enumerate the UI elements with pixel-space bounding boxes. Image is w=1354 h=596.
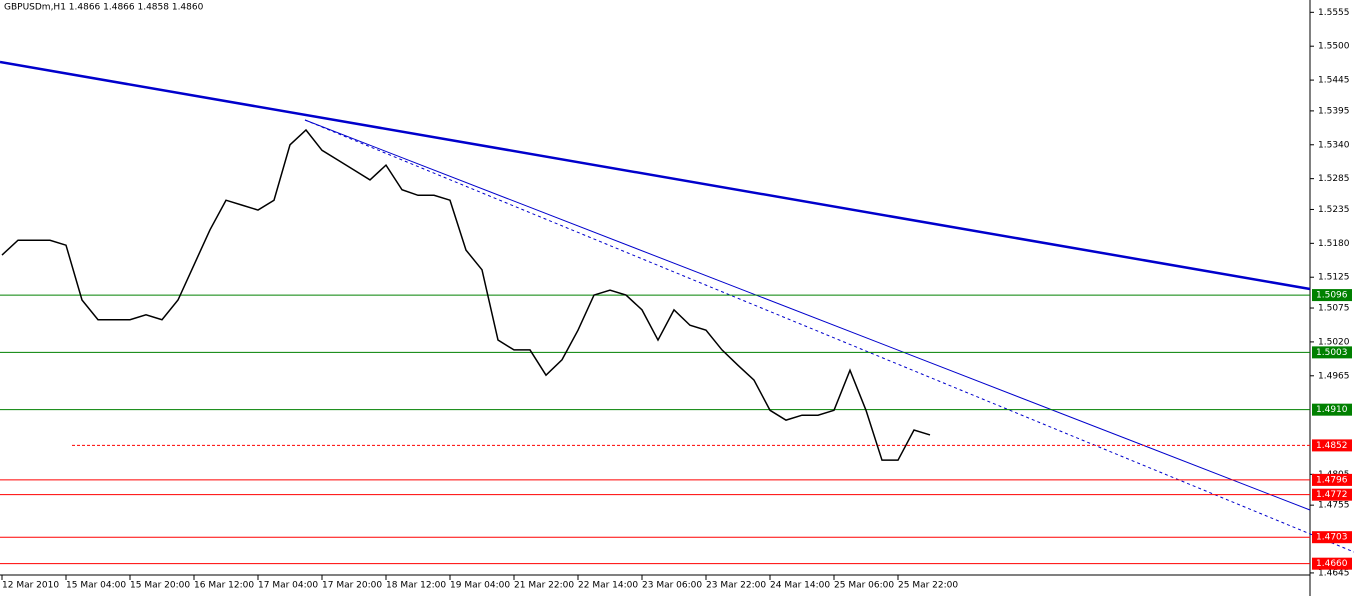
level-label: 1.4772 bbox=[1316, 490, 1348, 500]
x-tick-label: 15 Mar 20:00 bbox=[130, 581, 190, 591]
y-tick-label: 1.5395 bbox=[1318, 106, 1350, 116]
price-line bbox=[1, 128, 931, 461]
y-tick-label: 1.4965 bbox=[1318, 371, 1350, 381]
level-label: 1.5096 bbox=[1316, 291, 1348, 301]
y-tick-label: 1.5235 bbox=[1318, 205, 1350, 215]
level-label: 1.4796 bbox=[1316, 475, 1348, 485]
x-tick-label: 23 Mar 22:00 bbox=[706, 581, 766, 591]
level-label-box bbox=[1312, 557, 1352, 570]
y-tick-label: 1.5445 bbox=[1318, 76, 1350, 86]
y-tick-label: 1.4755 bbox=[1318, 501, 1350, 511]
x-tick-label: 17 Mar 04:00 bbox=[258, 581, 318, 591]
y-tick-label: 1.5075 bbox=[1318, 304, 1350, 314]
x-tick-label: 18 Mar 12:00 bbox=[386, 581, 446, 591]
level-label-box bbox=[1312, 488, 1352, 501]
y-tick-label: 1.5180 bbox=[1318, 239, 1350, 249]
y-tick-label: 1.4645 bbox=[1318, 568, 1350, 578]
level-label-box bbox=[1312, 531, 1352, 544]
x-tick-label: 25 Mar 06:00 bbox=[834, 581, 894, 591]
y-tick-label: 1.5285 bbox=[1318, 174, 1350, 184]
level-label: 1.5003 bbox=[1316, 348, 1348, 358]
x-tick-label: 16 Mar 12:00 bbox=[194, 581, 254, 591]
level-label: 1.4852 bbox=[1316, 441, 1348, 451]
trendline bbox=[0, 60, 1311, 291]
x-tick-label: 22 Mar 14:00 bbox=[578, 581, 638, 591]
level-label-box bbox=[1312, 289, 1352, 302]
level-label-box bbox=[1312, 403, 1352, 416]
level-label: 1.4660 bbox=[1316, 559, 1348, 569]
y-tick-label: 1.5020 bbox=[1318, 337, 1350, 347]
x-tick-label: 23 Mar 06:00 bbox=[642, 581, 702, 591]
x-tick-label: 17 Mar 20:00 bbox=[322, 581, 382, 591]
y-tick-label: 1.5555 bbox=[1318, 8, 1350, 18]
y-tick-label: 1.5500 bbox=[1318, 42, 1350, 52]
level-label: 1.4703 bbox=[1316, 533, 1348, 543]
y-tick-label: 1.5340 bbox=[1318, 140, 1350, 150]
x-tick-label: 19 Mar 04:00 bbox=[450, 581, 510, 591]
y-tick-label: 1.5125 bbox=[1318, 273, 1350, 283]
level-label-box bbox=[1312, 346, 1352, 359]
x-tick-label: 21 Mar 22:00 bbox=[514, 581, 574, 591]
level-label-box bbox=[1312, 439, 1352, 452]
chart-title: GBPUSDm,H1 1.4866 1.4866 1.4858 1.4860 bbox=[4, 3, 204, 13]
x-tick-label: 25 Mar 22:00 bbox=[898, 581, 958, 591]
x-tick-label: 15 Mar 04:00 bbox=[66, 581, 126, 591]
x-tick-label: 12 Mar 2010 bbox=[2, 581, 59, 591]
x-tick-label: 24 Mar 14:00 bbox=[770, 581, 830, 591]
level-label: 1.4910 bbox=[1316, 405, 1348, 415]
level-label-box bbox=[1312, 473, 1352, 486]
